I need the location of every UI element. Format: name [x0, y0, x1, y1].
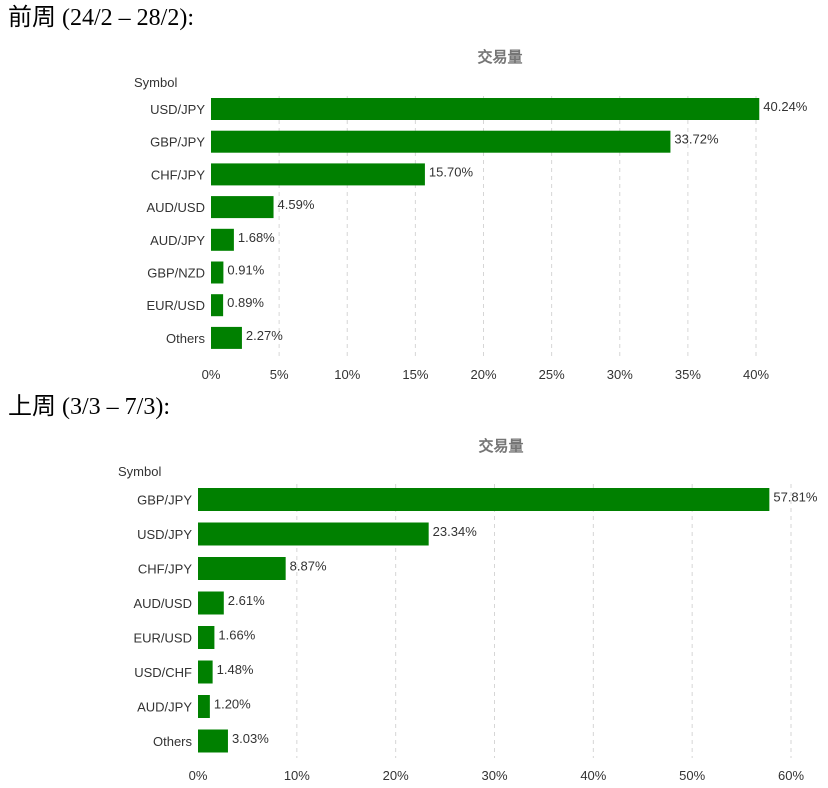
- x-tick-label: 40%: [580, 768, 606, 783]
- x-tick-label: 30%: [481, 768, 507, 783]
- x-tick-label: 10%: [334, 367, 360, 382]
- category-label: AUD/JPY: [150, 233, 205, 248]
- category-label: USD/CHF: [134, 665, 192, 680]
- x-tick-label: 40%: [743, 367, 769, 382]
- x-tick-label: 20%: [470, 367, 496, 382]
- category-label: EUR/USD: [133, 631, 192, 646]
- bar: [211, 261, 224, 284]
- x-tick-label: 60%: [778, 768, 804, 783]
- bar-value-label: 23.34%: [433, 524, 478, 539]
- x-tick-label: 0%: [202, 367, 221, 382]
- category-label: Others: [153, 734, 193, 749]
- bar: [211, 163, 425, 186]
- bar: [198, 557, 286, 580]
- bar: [198, 522, 429, 546]
- bar-value-label: 15.70%: [429, 164, 474, 179]
- chart-title: 交易量: [477, 48, 522, 66]
- category-label: GBP/JPY: [137, 493, 192, 508]
- bar-value-label: 0.91%: [227, 263, 264, 278]
- bar-value-label: 33.72%: [674, 132, 719, 147]
- bar-value-label: 2.61%: [228, 593, 265, 608]
- x-tick-label: 15%: [402, 367, 428, 382]
- bar-value-label: 1.48%: [217, 662, 254, 677]
- x-tick-label: 35%: [675, 367, 701, 382]
- bar-value-label: 4.59%: [278, 197, 315, 212]
- bar: [198, 488, 770, 511]
- x-tick-label: 10%: [284, 768, 310, 783]
- bar: [211, 130, 671, 153]
- y-axis-title: Symbol: [118, 464, 161, 479]
- bar: [211, 196, 274, 219]
- volume-chart-previous-week: 0% 5% 10% 15% 20% 25% 30% 35% 40% 交易量 Symbol USD/JP…: [134, 48, 808, 382]
- bar-value-label: 0.89%: [227, 295, 264, 310]
- bar: [198, 626, 215, 649]
- category-label: GBP/JPY: [150, 135, 205, 150]
- category-label: EUR/USD: [146, 298, 205, 313]
- x-tick-label: 30%: [607, 367, 633, 382]
- bar: [198, 695, 210, 718]
- category-label: USD/JPY: [137, 527, 192, 542]
- category-label: Others: [166, 331, 206, 346]
- x-tick-label: 20%: [383, 768, 409, 783]
- category-label: CHF/JPY: [151, 167, 206, 182]
- week-heading-last: 上周 (3/3 – 7/3):: [8, 394, 170, 420]
- bar: [211, 228, 234, 251]
- bar-value-label: 1.68%: [238, 230, 275, 245]
- x-tick-label: 0%: [189, 768, 208, 783]
- bar: [198, 660, 213, 684]
- bar-value-label: 2.27%: [246, 328, 283, 343]
- category-label: AUD/USD: [133, 596, 192, 611]
- bar-value-label: 57.81%: [773, 490, 818, 505]
- y-axis-title: Symbol: [134, 75, 177, 90]
- category-label: AUD/JPY: [137, 700, 192, 715]
- category-label: CHF/JPY: [138, 562, 193, 577]
- x-tick-label: 25%: [539, 367, 565, 382]
- bar-value-label: 1.20%: [214, 697, 251, 712]
- category-label: GBP/NZD: [147, 266, 205, 281]
- bar: [198, 729, 228, 753]
- x-tick-label: 50%: [679, 768, 705, 783]
- week-heading-previous: 前周 (24/2 – 28/2):: [8, 5, 194, 31]
- x-tick-label: 5%: [270, 367, 289, 382]
- category-label: USD/JPY: [150, 102, 205, 117]
- bar: [198, 591, 224, 615]
- bar-value-label: 8.87%: [290, 559, 327, 574]
- category-label: AUD/USD: [146, 200, 205, 215]
- bar: [211, 294, 224, 317]
- bar-value-label: 40.24%: [763, 99, 808, 114]
- bar-value-label: 3.03%: [232, 731, 269, 746]
- bar: [211, 98, 760, 120]
- bar-value-label: 1.66%: [218, 628, 255, 643]
- bar: [211, 326, 242, 349]
- volume-chart-last-week: 0% 10% 20% 30% 40% 50% 60% 交易量 Symbol GBP/JPY 57.8…: [118, 437, 818, 783]
- chart-title: 交易量: [478, 437, 523, 455]
